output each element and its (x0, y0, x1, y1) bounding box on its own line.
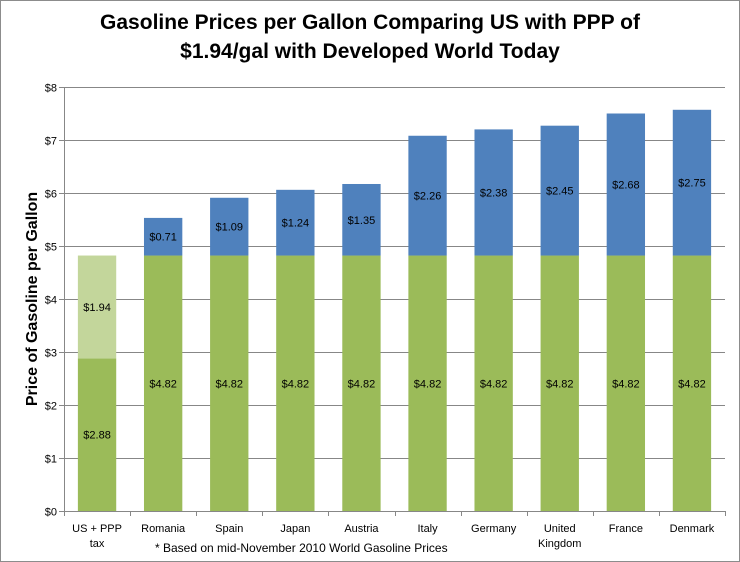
data-label: $0.71 (149, 232, 177, 244)
bar-segment (474, 255, 513, 511)
data-label: $4.82 (546, 378, 574, 390)
x-tick-label: Italy (417, 523, 438, 535)
x-tick-label: Austria (344, 523, 379, 535)
bar-segment (276, 255, 315, 511)
data-label: $1.09 (215, 222, 243, 234)
bar-segment (77, 358, 117, 511)
bar-segment (408, 135, 447, 256)
y-tick-label: $6 (45, 189, 57, 201)
y-tick-label: $4 (45, 295, 57, 307)
data-label: $4.82 (612, 378, 640, 390)
x-tick-label: Japan (280, 523, 310, 535)
bar-segment (143, 255, 183, 511)
bar-segment (276, 189, 315, 256)
y-tick-label: $5 (45, 242, 57, 254)
bar-segment (672, 109, 712, 256)
bars (77, 109, 712, 511)
y-tick-label: $8 (45, 83, 57, 95)
y-tick-label: $1 (45, 454, 57, 466)
chart-title: Gasoline Prices per Gallon Comparing US … (0, 8, 740, 66)
data-label: $2.88 (83, 430, 111, 442)
bar-segment (540, 255, 579, 511)
x-tick-label: Denmark (670, 523, 715, 535)
y-axis-tick-labels: $0 $1 $2 $3 $4 $5 $6 $7 $8 (45, 83, 57, 519)
chart-footnote: * Based on mid-November 2010 World Gasol… (155, 541, 448, 555)
chart-title-line-1: Gasoline Prices per Gallon Comparing US … (100, 11, 640, 34)
bar-segment (342, 255, 381, 511)
data-label: $2.68 (612, 180, 640, 192)
y-axis-title: Price of Gasoline per Gallon (24, 192, 41, 406)
data-label: $2.38 (480, 187, 508, 199)
y-tick-label: $7 (45, 136, 57, 148)
data-label: $2.75 (678, 178, 706, 190)
x-tick-label: Romania (141, 523, 186, 535)
y-tick-label: $2 (45, 401, 57, 413)
y-tick-label: $3 (45, 348, 57, 360)
bar-segment (606, 255, 646, 511)
data-label: $4.82 (480, 378, 508, 390)
data-label: $4.82 (215, 378, 243, 390)
data-label: $2.26 (414, 191, 442, 203)
data-label: $4.82 (348, 378, 376, 390)
y-tick-label: $0 (45, 507, 57, 519)
bar-segment (672, 255, 712, 511)
x-tick-label: France (609, 523, 643, 535)
x-tick-label: Germany (471, 523, 517, 535)
data-label: $2.45 (546, 186, 574, 198)
data-label: $1.35 (348, 215, 376, 227)
axes (59, 87, 726, 516)
x-tick-label: Spain (215, 523, 243, 535)
chart-title-line-2: $1.94/gal with Developed World Today (180, 40, 560, 63)
x-tick-label: United Kingdom (538, 523, 581, 550)
data-labels: $2.88 $1.94 $4.82 $0.71 $4.82 $1.09 $4.82 $1.24… (83, 178, 705, 442)
bar-segment (540, 125, 579, 256)
data-label: $4.82 (414, 378, 442, 390)
bar-segment (474, 129, 513, 256)
data-label: $4.82 (678, 378, 706, 390)
bar-segment (143, 217, 183, 256)
x-axis-tick-labels: US + PPP tax Romania Spain Japan Austria Italy… (72, 523, 715, 550)
data-label: $4.82 (282, 378, 310, 390)
data-label: $4.82 (149, 378, 177, 390)
x-tick-label: US + PPP tax (72, 523, 122, 550)
bar-segment (210, 197, 249, 256)
bar-segment (606, 113, 646, 256)
bar-segment (77, 255, 117, 359)
bar-segment (408, 255, 447, 511)
bar-segment (342, 183, 381, 256)
data-label: $1.24 (282, 218, 310, 230)
bar-segment (210, 255, 249, 511)
data-label: $1.94 (83, 302, 111, 314)
